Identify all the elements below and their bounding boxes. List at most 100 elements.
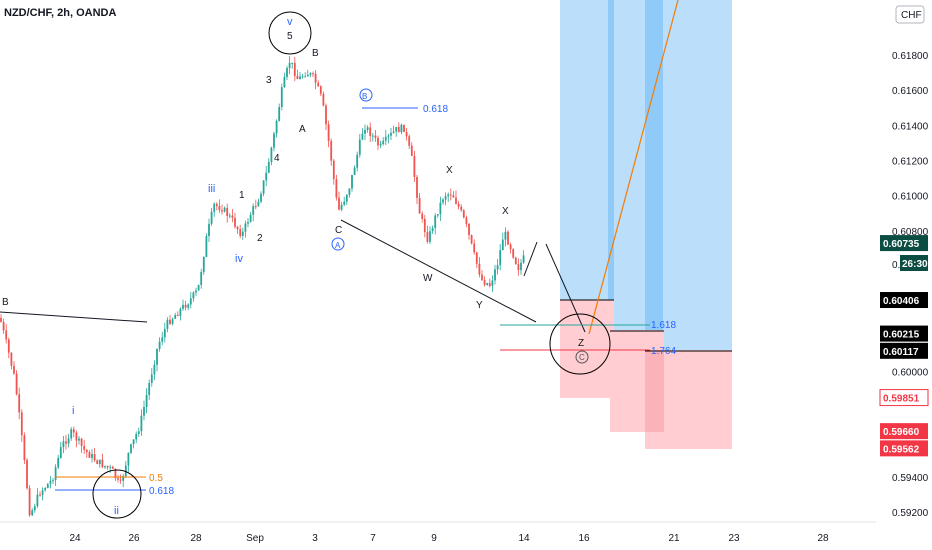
- price-axis[interactable]: 0.61800 0.61600 0.61400 0.61200 0.61000 0.608…: [876, 0, 932, 550]
- projection-zones: [560, 0, 732, 449]
- fib-label-0618-upper: 0.618: [423, 104, 448, 115]
- time-tick: 7: [370, 533, 376, 544]
- projection-red-overlap: [645, 350, 664, 432]
- candle-body: [330, 140, 333, 161]
- price-tick: 0.61400: [892, 121, 929, 132]
- candle-body: [109, 466, 112, 468]
- candle-body: [104, 465, 106, 468]
- circle-wave-ii: [92, 469, 142, 519]
- candle-body: [176, 315, 179, 317]
- candle-body: [483, 280, 486, 285]
- price-tick: 0.60800: [892, 227, 929, 238]
- candle-body: [288, 62, 291, 68]
- projection-blue-stripe-1: [608, 0, 614, 330]
- candle-body: [439, 202, 442, 215]
- candle-body: [46, 483, 49, 489]
- candle-body: [392, 131, 395, 133]
- currency-button-frame: [895, 5, 925, 24]
- candle-body: [275, 120, 278, 134]
- candle-body: [101, 459, 104, 468]
- candle-body: [283, 77, 286, 88]
- price-tag: 0.60406: [883, 296, 920, 307]
- candle-body: [319, 86, 322, 94]
- candle-body: [517, 264, 520, 271]
- candle-body: [351, 174, 353, 189]
- candle-body: [249, 214, 252, 222]
- candle-body: [431, 228, 434, 232]
- wave-label-b-top: B: [312, 48, 319, 59]
- candle-body: [267, 161, 270, 173]
- candle-body: [475, 252, 478, 264]
- candle-body: [163, 328, 166, 338]
- candle-body: [504, 231, 507, 240]
- wave-label-i: i: [72, 405, 74, 417]
- price-tick: 0.61800: [892, 51, 929, 62]
- circle-label-b: [359, 88, 373, 102]
- wave-label-5: 5: [287, 31, 293, 42]
- candle-body: [189, 298, 192, 305]
- candle-body: [171, 318, 174, 324]
- candle-body: [106, 465, 109, 468]
- price-tick: 0.61600: [892, 86, 929, 97]
- candle-body: [132, 439, 135, 445]
- candle-body: [234, 217, 236, 227]
- candle-body: [195, 290, 197, 293]
- candle-body: [390, 132, 392, 136]
- candle-body: [174, 315, 177, 319]
- candle-body: [54, 467, 57, 481]
- candle-body: [348, 188, 351, 195]
- candle-body: [184, 304, 187, 308]
- candle-body: [265, 172, 268, 181]
- time-axis[interactable]: 24 26 28 Sep 3 7 9 14 16 21 23 28: [0, 521, 932, 550]
- candle-body: [353, 167, 356, 175]
- fib-label-05: 0.5: [149, 473, 163, 484]
- projection-blue-box-1: [560, 0, 610, 300]
- candle-body: [226, 207, 229, 217]
- candle-body: [62, 441, 65, 448]
- wave-label-x1: X: [446, 165, 453, 176]
- candle-body: [200, 271, 203, 285]
- candle-body: [257, 201, 260, 207]
- candle-body: [366, 127, 369, 130]
- candle-body: [153, 364, 156, 375]
- candle-body: [501, 239, 504, 251]
- candle-body: [395, 127, 398, 132]
- candle-body: [522, 255, 525, 263]
- currency-button[interactable]: CHF: [895, 5, 925, 24]
- candle-body: [221, 210, 223, 212]
- candle-body: [72, 429, 75, 433]
- candle-body: [325, 105, 327, 125]
- candle-body: [496, 265, 499, 270]
- candle-body: [91, 454, 93, 458]
- candle-body: [239, 229, 242, 236]
- candle-body: [70, 429, 73, 439]
- candle-body: [236, 226, 239, 230]
- wave-label-2: 2: [257, 233, 263, 244]
- wave-label-c: C: [335, 225, 342, 236]
- candle-body: [0, 318, 2, 322]
- candle-body: [26, 460, 28, 489]
- candle-body: [93, 454, 96, 461]
- candle-body: [335, 179, 338, 198]
- candle-body: [52, 480, 54, 482]
- candle-body: [379, 143, 382, 146]
- candle-body: [130, 444, 132, 453]
- candle-body: [457, 203, 460, 207]
- time-tick: 21: [668, 533, 680, 544]
- fib-labels: 0.618 0.5 0.618 1.618 1.764: [149, 104, 676, 497]
- candle-body: [15, 373, 18, 395]
- price-tag: 0.60117: [883, 347, 919, 358]
- candle-body: [403, 124, 405, 132]
- candle-body: [356, 154, 359, 168]
- time-tick: 9: [431, 533, 437, 544]
- price-tag-bg: [880, 342, 928, 359]
- price-axis-bg: [876, 0, 932, 550]
- candle-body: [135, 434, 138, 440]
- candle-body: [169, 319, 171, 324]
- candle-body: [278, 107, 281, 121]
- time-tick: 26: [128, 533, 140, 544]
- wave-label-a-circled: A: [335, 241, 341, 250]
- wave-label-iii: iii: [208, 183, 215, 195]
- candle-body: [10, 352, 13, 366]
